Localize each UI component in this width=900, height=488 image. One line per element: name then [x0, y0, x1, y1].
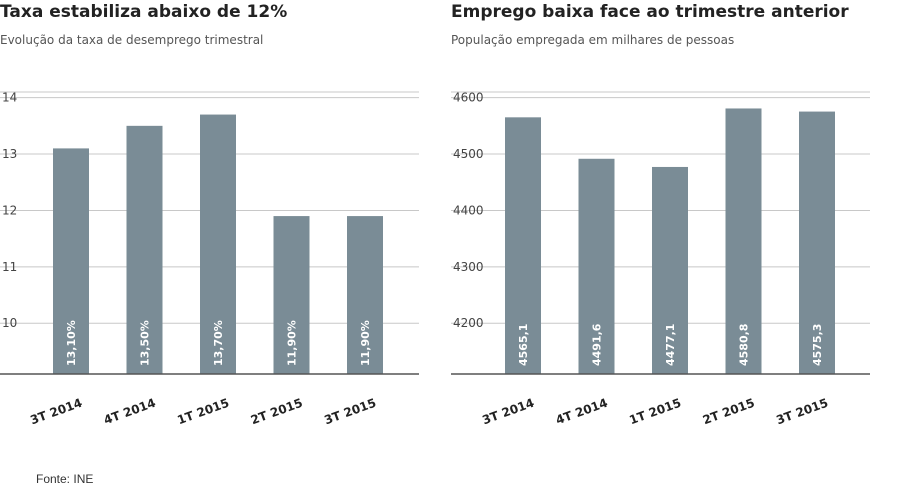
chart-title: Emprego baixa face ao trimestre anterior: [451, 2, 849, 22]
y-tick-label: 4600: [453, 91, 484, 105]
bar-value-label: 11,90%: [359, 320, 372, 366]
bar-value-label: 11,90%: [286, 320, 299, 366]
bar-value-label: 4491,6: [591, 323, 604, 366]
bar: [273, 216, 310, 374]
bar: [725, 108, 762, 374]
x-tick-label: 1T 2015: [627, 396, 683, 428]
bar-value-label: 13,50%: [139, 320, 152, 366]
x-tick-label: 3T 2014: [480, 396, 536, 428]
bar: [578, 158, 615, 374]
bar: [652, 166, 688, 374]
bar: [505, 117, 541, 374]
chart-subtitle: Evolução da taxa de desemprego trimestra…: [0, 33, 264, 47]
y-tick-label: 12: [2, 203, 17, 217]
x-tick-label: 2T 2015: [701, 396, 757, 428]
bar: [126, 125, 163, 374]
y-tick-label: 4400: [453, 203, 484, 217]
x-tick-label: 3T 2015: [774, 396, 830, 428]
chart-subtitle: População empregada em milhares de pesso…: [451, 33, 735, 47]
bar-value-label: 4580,8: [738, 324, 751, 366]
y-tick-label: 14: [2, 91, 17, 105]
bar-value-label: 13,10%: [65, 320, 78, 366]
bar: [799, 111, 835, 374]
bar-value-label: 4565,1: [517, 324, 530, 366]
bar: [200, 114, 236, 374]
chart-title: Taxa estabiliza abaixo de 12%: [0, 2, 288, 22]
employed-population-chart: 4200 4300 4400 4500 4600 4565,1 3T 2014 4491,6 4…: [451, 91, 870, 428]
bar-value-label: 4477,1: [664, 324, 677, 366]
bar: [53, 148, 89, 374]
y-tick-label: 4200: [453, 316, 484, 330]
y-tick-label: 4300: [453, 260, 484, 274]
y-tick-label: 10: [2, 316, 17, 330]
bar-value-label: 4575,3: [811, 324, 824, 366]
y-tick-label: 13: [2, 147, 17, 161]
source-note: Fonte: INE: [36, 472, 94, 486]
x-tick-label: 4T 2014: [554, 396, 610, 428]
bar: [347, 216, 383, 374]
bar-value-label: 13,70%: [212, 320, 225, 366]
y-tick-label: 11: [2, 260, 17, 274]
y-tick-label: 4500: [453, 147, 484, 161]
